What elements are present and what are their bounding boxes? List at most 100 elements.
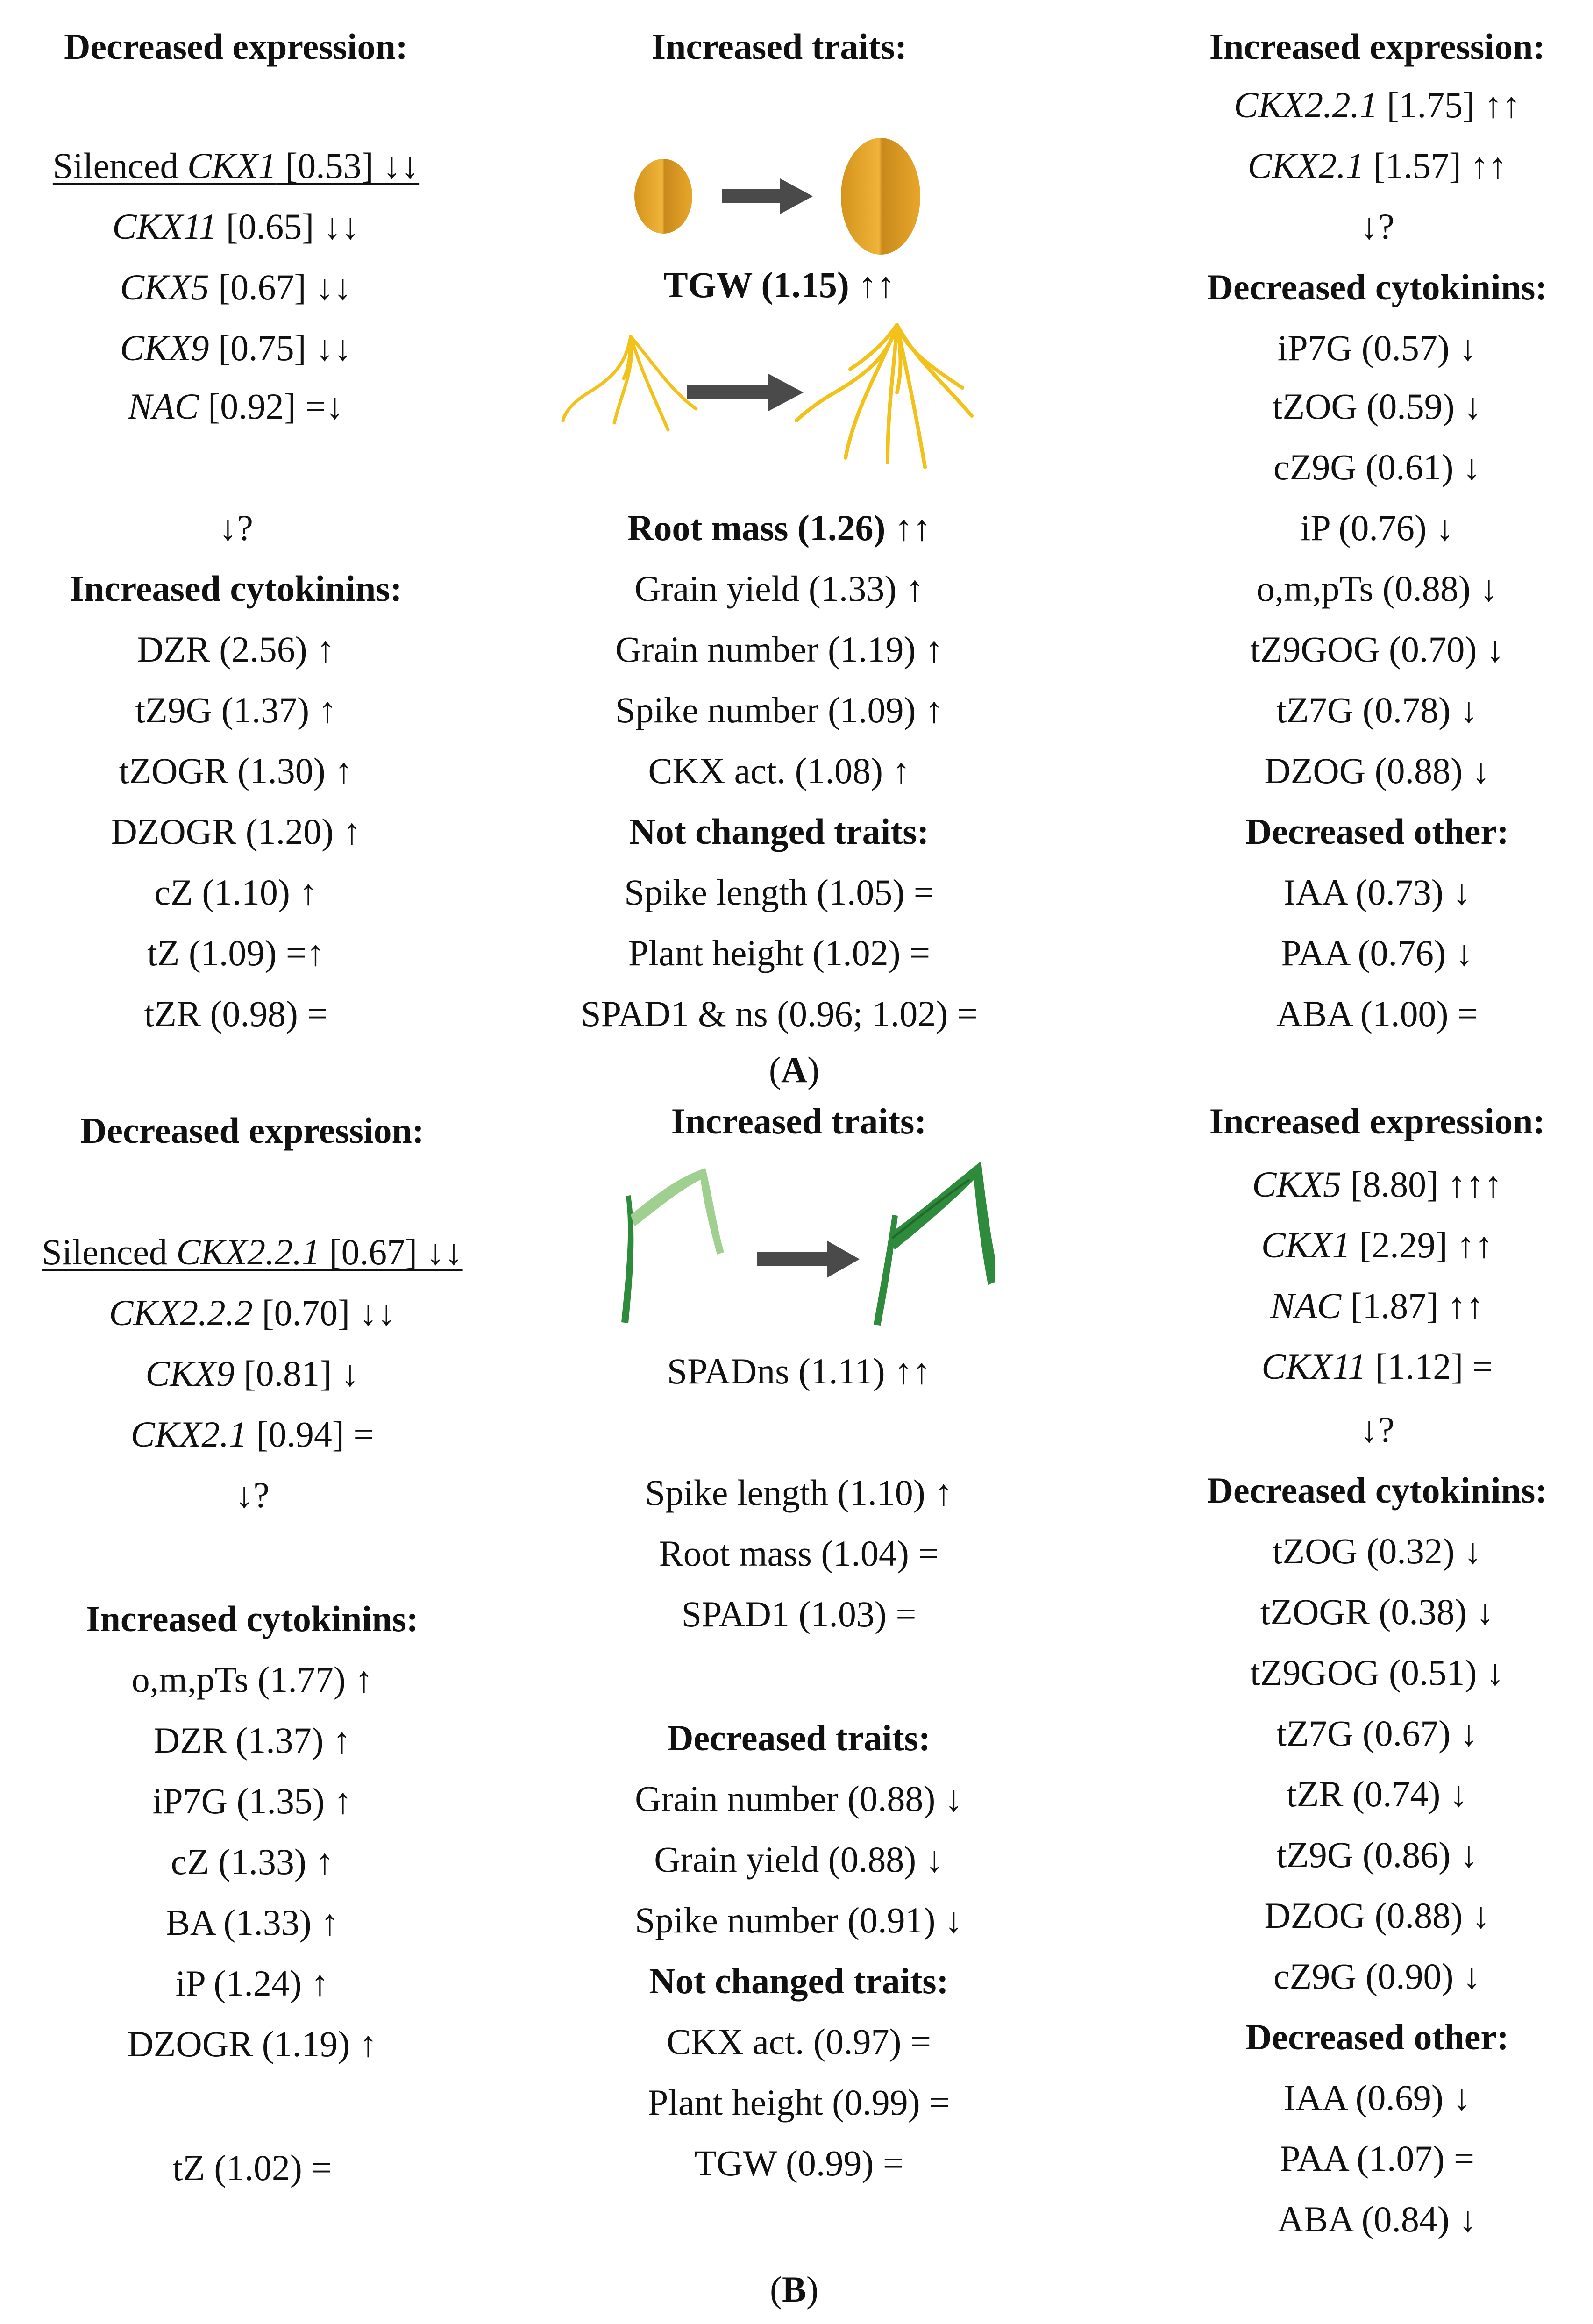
a-left-gene-row: CKX5 [0.67] ↓↓ (120, 266, 352, 308)
b-right-cytokinin: tZ7G (0.67) ↓ (1276, 1713, 1478, 1754)
b-silenced-value: [0.67] ↓↓ (320, 1232, 463, 1272)
gene-name: CKX2.2.2 (109, 1292, 253, 1333)
b-not-changed-trait: Plant height (0.99) = (647, 2082, 950, 2123)
gene-value: [0.94] = (247, 1414, 374, 1454)
gene-name: CKX2.1 (1247, 145, 1364, 186)
gene-value: [0.92] =↓ (199, 386, 344, 427)
b-left-cytokinin: iP7G (1.35) ↑ (152, 1781, 352, 1821)
b-decreased-trait: Grain yield (0.88) ↓ (654, 1839, 944, 1880)
gene-value: [0.65] ↓↓ (217, 206, 360, 247)
b-right-other: ABA (0.84) ↓ (1277, 2199, 1477, 2239)
b-right-cytokinin: tZ9G (0.86) ↓ (1276, 1834, 1478, 1875)
root-mass-label: Root mass (1.26) (627, 507, 886, 548)
gene-name: CKX9 (145, 1353, 235, 1394)
b-trait: Root mass (1.04) = (659, 1533, 939, 1574)
b-trait: SPAD1 (1.03) = (681, 1594, 917, 1634)
a-right-other: IAA (0.73) ↓ (1283, 872, 1471, 912)
b-left-cytokinin: o,m,pTs (1.77) ↑ (131, 1659, 373, 1700)
green-leaf-icon (874, 1161, 995, 1326)
gene-value: [1.57] ↑↑ (1364, 145, 1507, 186)
a-right-gene-row: CKX2.2.1 [1.75] ↑↑ (1234, 84, 1520, 126)
a-root-mass-trait: Root mass (1.26) ↑↑ (627, 507, 931, 549)
a-left-gene-row: NAC [0.92] =↓ (128, 385, 344, 428)
b-left-tz: tZ (1.02) = (172, 2147, 332, 2188)
a-silenced-value: [0.53] ↓↓ (276, 145, 420, 186)
b-silenced-prefix: Silenced (42, 1232, 177, 1272)
b-left-heading: Decreased expression: (80, 1110, 424, 1151)
a-right-cytokinin: iP (0.76) ↓ (1300, 507, 1454, 548)
a-right-cytokinin-heading: Decreased cytokinins: (1207, 267, 1548, 307)
b-right-heading: Increased expression: (1209, 1101, 1545, 1141)
b-right-gene-row: CKX11 [1.12] = (1261, 1346, 1493, 1388)
a-left-gene-row: CKX9 [0.75] ↓↓ (120, 327, 352, 369)
a-right-other: ABA (1.00) = (1276, 993, 1478, 1034)
tgw-label: TGW (1.15) (663, 264, 849, 305)
gene-name: CKX2.2.1 (1234, 85, 1378, 125)
gene-value: [0.67] ↓↓ (209, 267, 352, 307)
b-right-cytokinin: tZOG (0.32) ↓ (1272, 1531, 1482, 1571)
b-not-changed-heading: Not changed traits: (649, 1960, 949, 2001)
b-not-changed-trait: CKX act. (0.97) = (666, 2021, 932, 2062)
a-trait: Spike number (1.09) ↑ (615, 690, 943, 730)
b-left-cytokinin-heading: Increased cytokinins: (86, 1598, 419, 1639)
gene-name: NAC (1270, 1285, 1342, 1326)
b-right-gene-row: NAC [1.87] ↑↑ (1270, 1285, 1484, 1327)
arrow-icon (757, 1240, 860, 1278)
root-mass-arrows: ↑↑ (885, 507, 931, 548)
tgw-arrows: ↑↑ (849, 264, 895, 305)
b-silenced-name: CKX2.2.1 (176, 1232, 320, 1272)
b-spadns-trait: SPADns (1.11) ↑↑ (667, 1351, 931, 1391)
caption-paren: ( (768, 1049, 781, 1090)
a-right-gene-row: CKX2.1 [1.57] ↑↑ (1248, 145, 1507, 187)
b-left-cytokinin: BA (1.33) ↑ (165, 1902, 339, 1943)
b-right-other: PAA (1.07) = (1280, 2138, 1475, 2179)
gene-name: CKX11 (112, 206, 217, 247)
caption-paren: ) (807, 1049, 820, 1090)
gene-value: [1.75] ↑↑ (1378, 85, 1521, 125)
a-right-cytokinin: tZ7G (0.78) ↓ (1276, 690, 1478, 730)
gene-name: CKX11 (1261, 1346, 1366, 1387)
b-left-cytokinin: cZ (1.33) ↑ (171, 1841, 334, 1882)
a-right-cytokinin: iP7G (0.57) ↓ (1277, 328, 1477, 368)
grain-size-illustration (634, 138, 920, 255)
a-left-gene-row: CKX11 [0.65] ↓↓ (112, 206, 359, 248)
a-right-other: PAA (0.76) ↓ (1281, 933, 1473, 973)
a-right-cytokinin: tZ9GOG (0.70) ↓ (1250, 629, 1504, 670)
a-tgw-trait: TGW (1.15) ↑↑ (664, 264, 895, 306)
a-left-cytokinin: tZ (1.09) =↑ (147, 933, 325, 973)
a-left-cytokinin: DZR (2.56) ↑ (137, 629, 335, 670)
a-silenced-prefix: Silenced (52, 145, 187, 186)
gene-name: CKX1 (1261, 1225, 1351, 1265)
leaf-greenness-illustration (621, 1161, 995, 1326)
b-right-cytokinin: tZOGR (0.38) ↓ (1260, 1591, 1494, 1632)
b-left-cytokinin: DZR (1.37) ↑ (153, 1720, 351, 1761)
a-not-changed-trait: Plant height (1.02) = (628, 933, 931, 973)
a-trait: Grain yield (1.33) ↑ (634, 568, 924, 609)
a-right-heading: Increased expression: (1209, 26, 1545, 67)
b-decreased-heading: Decreased traits: (667, 1718, 931, 1758)
a-trait: CKX act. (1.08) ↑ (648, 750, 910, 791)
caption-paren: ( (770, 2269, 782, 2310)
b-left-gene-row: CKX2.2.2 [0.70] ↓↓ (109, 1292, 395, 1334)
b-left-gene-row: CKX9 [0.81] ↓ (145, 1353, 359, 1395)
gene-name: CKX5 (120, 267, 209, 307)
gene-value: [1.12] = (1366, 1346, 1493, 1387)
a-not-changed-trait: SPAD1 & ns (0.96; 1.02) = (581, 993, 978, 1034)
gene-name: CKX5 (1252, 1164, 1342, 1205)
caption-paren: ) (806, 2269, 818, 2310)
b-left-cytokinin: DZOGR (1.19) ↑ (127, 2024, 377, 2064)
a-right-cytokinin: cZ9G (0.61) ↓ (1273, 447, 1481, 487)
large-root-icon (795, 323, 974, 469)
small-root-icon (561, 335, 698, 432)
a-left-cytokinin: tZ9G (1.37) ↑ (135, 690, 337, 730)
a-left-cytokinin: tZOGR (1.30) ↑ (119, 750, 353, 791)
a-not-changed-heading: Not changed traits: (629, 811, 929, 852)
gene-name: CKX2.1 (130, 1414, 247, 1454)
b-right-other: IAA (0.69) ↓ (1283, 2077, 1471, 2118)
b-right-gene-row: CKX1 [2.29] ↑↑ (1261, 1224, 1493, 1266)
b-left-link: ↓? (235, 1475, 270, 1515)
a-not-changed-trait: Spike length (1.05) = (624, 872, 934, 912)
b-right-cytokinin-heading: Decreased cytokinins: (1207, 1470, 1548, 1511)
b-left-gene-row: CKX2.1 [0.94] = (131, 1413, 374, 1455)
